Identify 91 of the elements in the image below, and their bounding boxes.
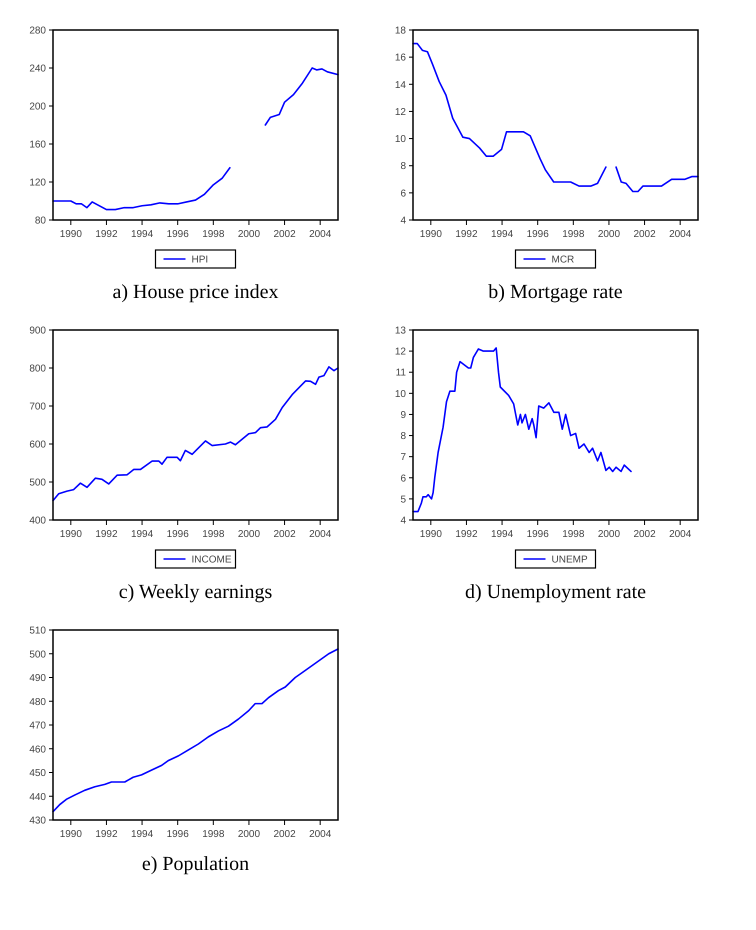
y-tick-label: 8 xyxy=(400,161,406,172)
legend-label: HPI xyxy=(192,254,208,266)
text: a) House price index xyxy=(112,281,279,303)
y-tick-label: 430 xyxy=(29,816,46,826)
x-tick-label: 1998 xyxy=(202,229,225,240)
y-tick-label: 700 xyxy=(29,402,46,412)
x-tick-label: 1996 xyxy=(526,229,550,240)
x-tick-label: 2004 xyxy=(669,529,692,540)
x-tick-label: 1992 xyxy=(455,529,478,540)
x-tick-label: 2000 xyxy=(598,229,620,240)
y-tick-label: 600 xyxy=(29,440,46,450)
y-tick-label: 8 xyxy=(400,431,406,442)
x-tick-label: 2000 xyxy=(598,529,620,540)
y-tick-label: 5 xyxy=(400,494,406,506)
x-tick-label: 1990 xyxy=(420,229,442,240)
text: b) Mortgage rate xyxy=(488,281,623,303)
x-tick-label: 1990 xyxy=(60,829,82,840)
legend-label: MCR xyxy=(552,254,574,266)
x-tick-label: 1998 xyxy=(562,229,585,240)
y-tick-label: 490 xyxy=(29,673,46,684)
x-tick-label: 1992 xyxy=(95,229,118,240)
x-tick-label: 1994 xyxy=(130,829,154,840)
y-tick-label: 11 xyxy=(396,368,406,379)
line-series xyxy=(412,347,632,512)
x-tick-label: 1994 xyxy=(490,529,514,540)
y-tick-label: 480 xyxy=(29,696,46,708)
y-tick-label: 240 xyxy=(29,64,46,74)
x-tick-label: 1990 xyxy=(420,529,442,540)
y-tick-label: 200 xyxy=(29,102,46,112)
x-tick-label: 2004 xyxy=(309,829,332,840)
y-tick-label: 400 xyxy=(29,516,46,526)
y-tick-label: 800 xyxy=(29,364,46,374)
y-tick-label: 160 xyxy=(29,140,46,150)
legend-label: UNEMP xyxy=(552,554,588,566)
y-tick-label: 6 xyxy=(400,473,406,484)
x-tick-label: 2000 xyxy=(238,829,260,840)
x-tick-label: 1996 xyxy=(166,829,190,840)
x-tick-label: 1994 xyxy=(130,529,154,540)
x-tick-label: 2002 xyxy=(633,229,656,240)
x-tick-label: 1998 xyxy=(562,529,585,540)
y-tick-label: 16 xyxy=(394,52,406,64)
x-tick-label: 2004 xyxy=(309,229,332,240)
legend-label: INCOME xyxy=(192,554,232,566)
y-tick-label: 120 xyxy=(29,178,46,188)
x-tick-label: 1998 xyxy=(202,829,225,840)
y-tick-label: 500 xyxy=(29,649,46,660)
y-tick-label: 18 xyxy=(394,26,406,36)
x-tick-label: 2002 xyxy=(273,529,296,540)
x-tick-label: 2002 xyxy=(633,529,656,540)
x-tick-label: 1992 xyxy=(455,229,478,240)
x-tick-label: 1996 xyxy=(526,529,550,540)
y-tick-label: 280 xyxy=(29,26,46,36)
x-tick-label: 2004 xyxy=(309,529,332,540)
x-tick-label: 2002 xyxy=(273,829,296,840)
line-series xyxy=(52,648,339,812)
y-tick-label: 80 xyxy=(34,216,46,226)
x-tick-label: 1994 xyxy=(490,229,514,240)
y-tick-label: 7 xyxy=(400,452,406,464)
y-tick-label: 10 xyxy=(394,388,406,400)
y-tick-label: 510 xyxy=(29,626,46,636)
y-tick-label: 500 xyxy=(29,478,46,488)
y-tick-label: 470 xyxy=(29,720,46,732)
text: d) Unemployment rate xyxy=(464,581,646,603)
y-tick-label: 9 xyxy=(400,410,406,421)
x-tick-label: 2002 xyxy=(273,229,296,240)
line-series xyxy=(52,366,339,502)
x-tick-label: 1994 xyxy=(130,229,154,240)
y-tick-label: 14 xyxy=(394,80,406,91)
y-tick-label: 450 xyxy=(29,768,46,779)
x-tick-label: 1996 xyxy=(166,529,190,540)
x-tick-label: 2000 xyxy=(238,529,260,540)
x-tick-label: 1992 xyxy=(95,829,118,840)
x-tick-label: 1990 xyxy=(60,229,82,240)
x-tick-label: 2000 xyxy=(238,229,260,240)
y-tick-label: 4 xyxy=(400,216,406,226)
x-tick-label: 1998 xyxy=(202,529,225,540)
y-tick-label: 13 xyxy=(394,326,406,336)
y-tick-label: 12 xyxy=(394,346,406,358)
x-tick-label: 1996 xyxy=(166,229,190,240)
text: c) Weekly earnings xyxy=(118,581,272,603)
y-tick-label: 12 xyxy=(394,106,406,118)
y-tick-label: 440 xyxy=(29,792,46,803)
x-tick-label: 2004 xyxy=(669,229,692,240)
x-tick-label: 1992 xyxy=(95,529,118,540)
y-tick-label: 900 xyxy=(29,326,46,336)
y-tick-label: 6 xyxy=(400,188,406,200)
y-tick-label: 4 xyxy=(400,516,406,526)
y-tick-label: 460 xyxy=(29,744,46,756)
x-tick-label: 1990 xyxy=(60,529,82,540)
y-tick-label: 10 xyxy=(394,134,406,146)
text: e) Population xyxy=(142,853,250,875)
